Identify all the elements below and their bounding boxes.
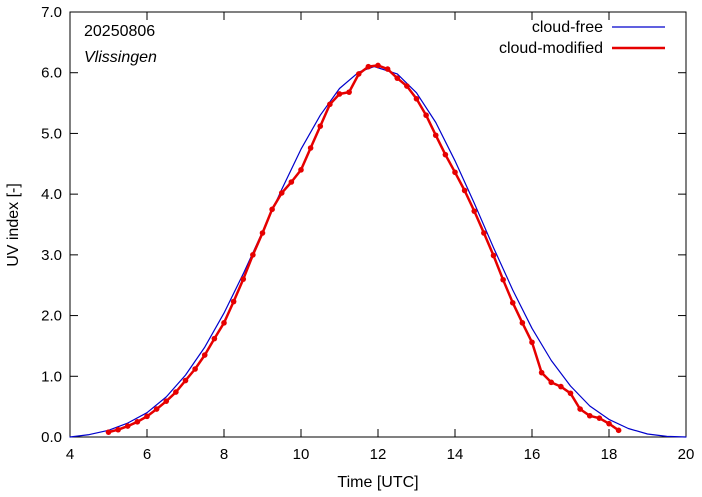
data-point-cloud-modified	[548, 379, 555, 386]
data-point-cloud-modified	[153, 406, 160, 412]
data-point-cloud-modified	[298, 167, 304, 173]
data-point-cloud-modified	[404, 83, 410, 89]
data-point-cloud-modified	[327, 101, 333, 108]
data-point-cloud-modified	[558, 383, 564, 390]
series-layer	[69, 62, 687, 438]
data-point-cloud-modified	[269, 206, 275, 213]
data-point-cloud-modified	[567, 390, 574, 397]
data-point-cloud-modified	[529, 339, 535, 346]
data-point-cloud-modified	[481, 230, 487, 236]
plot-area	[69, 11, 687, 438]
y-tick-label: 2.0	[41, 308, 62, 325]
x-tick-label: 6	[143, 446, 151, 463]
data-point-cloud-modified	[509, 300, 516, 306]
y-axis-ticks: 0.0 1.0 2.0 3.0 4.0 5.0 6.0 7.0	[41, 4, 686, 446]
legend-label-cloud-free: cloud-free	[532, 19, 603, 36]
y-axis-label: UV index [-]	[5, 183, 22, 267]
y-tick-label: 3.0	[41, 247, 62, 264]
data-point-cloud-modified	[615, 427, 622, 434]
data-point-cloud-modified	[124, 423, 131, 429]
data-point-cloud-modified	[355, 71, 362, 77]
y-tick-label: 1.0	[41, 368, 62, 385]
data-point-cloud-modified	[442, 151, 449, 158]
data-point-cloud-modified	[221, 320, 227, 326]
legend: cloud-free cloud-modified	[499, 19, 665, 57]
data-point-cloud-modified	[538, 369, 545, 376]
data-point-cloud-modified	[240, 276, 247, 282]
data-point-cloud-modified	[173, 389, 179, 395]
data-point-cloud-modified	[259, 230, 266, 236]
x-tick-label: 4	[66, 446, 74, 463]
data-point-cloud-modified	[115, 426, 121, 433]
data-point-cloud-modified	[307, 145, 314, 151]
data-point-cloud-modified	[278, 190, 285, 196]
data-point-cloud-modified	[182, 377, 189, 384]
data-point-cloud-modified	[288, 179, 295, 185]
data-point-cloud-modified	[192, 366, 198, 372]
x-tick-label: 16	[524, 446, 541, 463]
data-point-cloud-modified	[394, 75, 401, 81]
data-point-cloud-modified	[317, 123, 324, 129]
data-point-cloud-modified	[384, 66, 391, 72]
x-tick-label: 12	[370, 446, 387, 463]
y-tick-label: 0.0	[41, 429, 62, 446]
data-point-cloud-modified	[163, 398, 170, 404]
data-point-cloud-modified	[500, 276, 506, 283]
data-point-cloud-modified	[577, 406, 583, 412]
data-point-cloud-modified	[606, 420, 612, 427]
data-point-cloud-modified	[105, 429, 112, 435]
data-point-cloud-modified	[365, 63, 372, 70]
data-point-cloud-modified	[596, 415, 603, 421]
x-tick-label: 14	[447, 446, 464, 463]
data-point-cloud-modified	[586, 412, 593, 419]
y-tick-label: 6.0	[41, 65, 62, 82]
data-point-cloud-modified	[211, 335, 218, 342]
x-tick-label: 20	[678, 446, 695, 463]
data-point-cloud-modified	[346, 89, 352, 95]
data-point-cloud-modified	[471, 208, 478, 214]
data-point-cloud-modified	[519, 320, 526, 326]
data-point-cloud-modified	[490, 252, 497, 259]
x-tick-label: 10	[293, 446, 310, 463]
y-tick-label: 5.0	[41, 125, 62, 142]
x-axis-ticks: 4 6 8 10 12 14 16 18 20	[66, 12, 695, 463]
legend-label-cloud-modified: cloud-modified	[499, 40, 603, 57]
data-point-cloud-modified	[461, 187, 468, 194]
data-point-cloud-modified	[413, 96, 420, 102]
data-point-cloud-modified	[432, 132, 439, 139]
data-point-cloud-modified	[423, 112, 429, 119]
data-point-cloud-modified	[134, 419, 141, 425]
location-label: Vlissingen	[84, 49, 157, 66]
series-line-cloud-free	[69, 65, 687, 438]
y-tick-label: 4.0	[41, 186, 62, 203]
data-point-cloud-modified	[452, 169, 458, 176]
x-tick-label: 18	[601, 446, 618, 463]
data-point-cloud-modified	[144, 413, 150, 420]
x-tick-label: 8	[220, 446, 228, 463]
data-point-cloud-modified	[201, 352, 208, 358]
y-tick-label: 7.0	[41, 4, 62, 21]
plot-frame	[69, 11, 687, 438]
data-point-cloud-modified	[375, 62, 381, 69]
x-axis-label: Time [UTC]	[337, 474, 418, 491]
data-point-cloud-modified	[230, 298, 237, 305]
date-label: 20250806	[84, 23, 155, 40]
series-line-cloud-modified	[107, 64, 620, 434]
data-point-cloud-modified	[250, 252, 256, 258]
data-point-cloud-modified	[336, 91, 343, 97]
